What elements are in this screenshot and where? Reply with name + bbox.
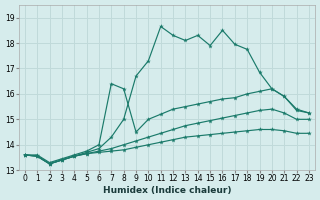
X-axis label: Humidex (Indice chaleur): Humidex (Indice chaleur) (103, 186, 231, 195)
